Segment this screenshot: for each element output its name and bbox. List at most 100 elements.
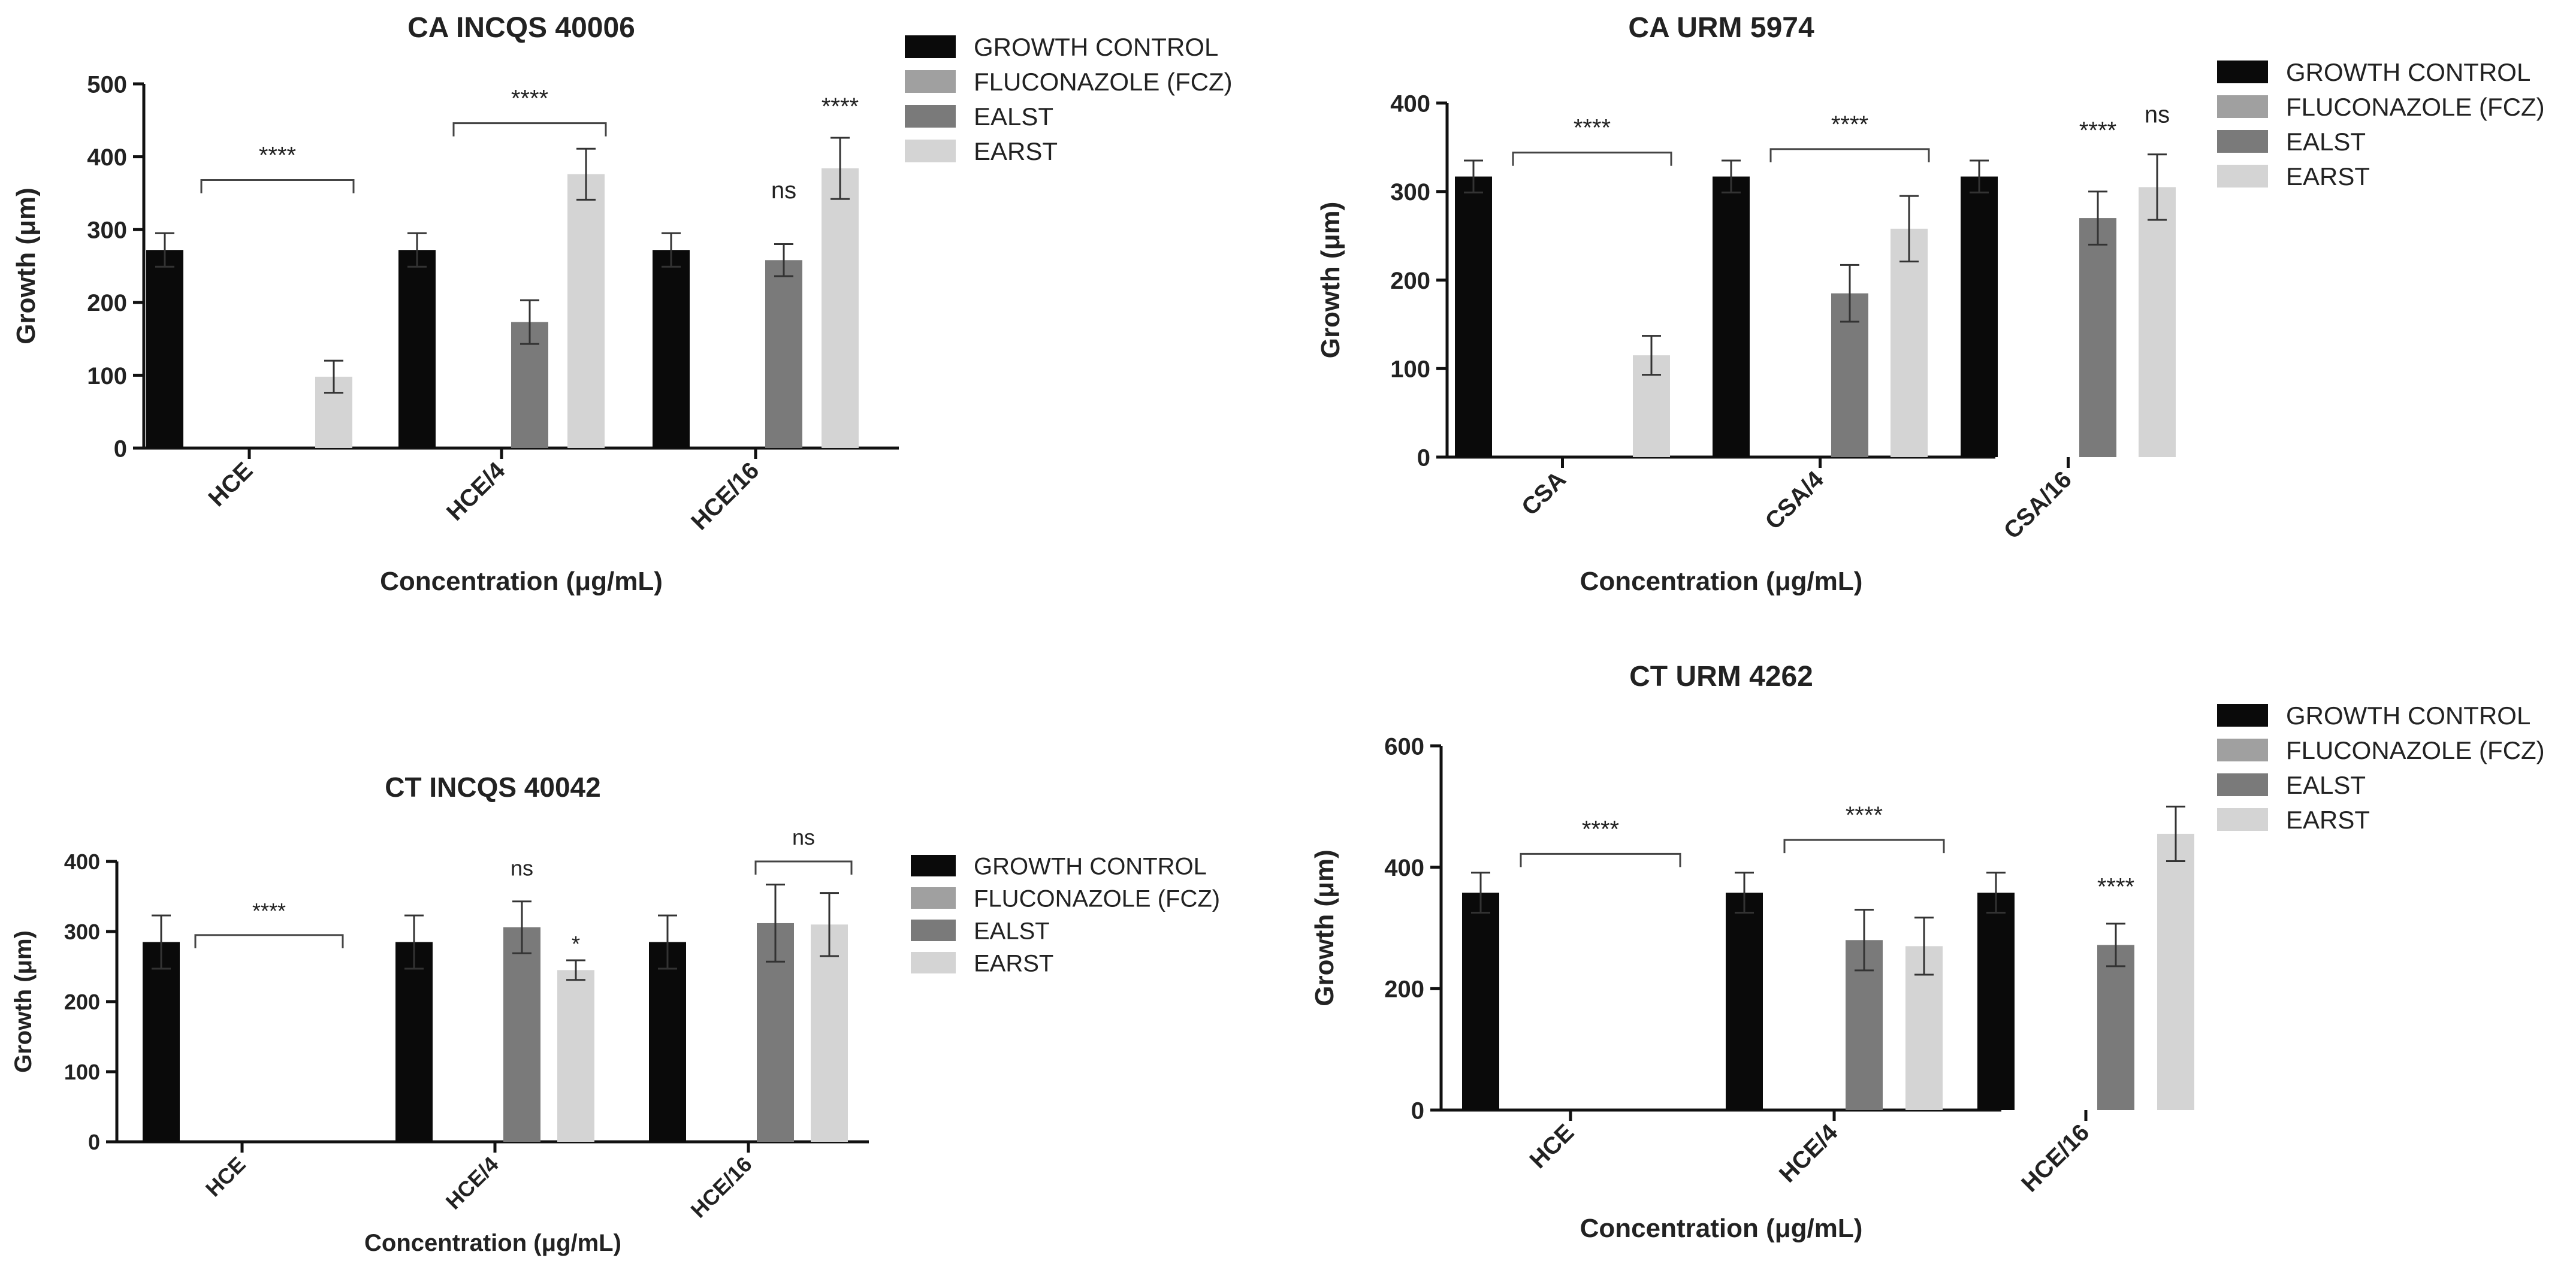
y-tick-label: 100 — [87, 363, 127, 389]
y-tick-label: 200 — [64, 990, 100, 1014]
bar — [146, 250, 183, 448]
bar — [2079, 218, 2116, 457]
y-tick-label: 400 — [1390, 90, 1430, 117]
x-axis-label: Concentration (μg/mL) — [364, 1230, 621, 1256]
x-tick-label: HCE/4 — [441, 1152, 503, 1214]
significance-bracket — [1769, 148, 1930, 162]
legend-label: FLUCONAZOLE (FCZ) — [974, 68, 1233, 96]
chart-title: CT URM 4262 — [1629, 661, 1813, 693]
bar — [649, 942, 686, 1142]
significance-label: **** — [2097, 873, 2134, 900]
bar — [557, 970, 594, 1142]
legend: GROWTH CONTROL FLUCONAZOLE (FCZ) EALST EARS… — [905, 33, 1233, 165]
x-tick-label: CSA/16 — [1999, 466, 2077, 544]
significance-label: **** — [1846, 802, 1883, 828]
significance-bracket — [1783, 839, 1945, 854]
bar — [653, 250, 690, 448]
y-tick-label: 100 — [64, 1060, 100, 1084]
legend-label: FLUCONAZOLE (FCZ) — [2286, 93, 2545, 121]
legend-label: EARST — [2286, 806, 2370, 834]
y-tick-label: 400 — [1384, 855, 1424, 881]
chart-panel-1: CA INCQS 40006 0 100 200 300 400 500 Growth (μm… — [11, 12, 1233, 596]
bar — [765, 260, 802, 448]
legend: GROWTH CONTROL FLUCONAZOLE (FCZ) EALST EARS… — [2217, 58, 2545, 191]
x-tick-label: CSA — [1517, 466, 1571, 521]
x-tick-label: HCE/16 — [686, 457, 764, 535]
legend-swatch — [911, 920, 956, 941]
significance-bracket — [194, 934, 344, 948]
legend-swatch — [911, 887, 956, 909]
bar — [1462, 893, 1499, 1110]
significance-label: ns — [511, 855, 533, 880]
chart-title: CA INCQS 40006 — [407, 12, 635, 44]
significance-label: ns — [2145, 102, 2170, 128]
x-tick-label: HCE/4 — [1774, 1119, 1843, 1188]
y-axis-label: Growth (μm) — [1316, 202, 1345, 359]
y-tick-label: 300 — [1390, 179, 1430, 205]
y-axis-label: Growth (μm) — [10, 930, 37, 1073]
legend-label: EARST — [974, 950, 1053, 976]
bar — [1977, 893, 2015, 1110]
significance-label: **** — [1574, 115, 1611, 141]
chart-panel-4: CT URM 4262 0 200 400 600 Growth (μm) Concentr… — [1310, 661, 2545, 1243]
legend-swatch — [905, 70, 956, 93]
legend-label: GROWTH CONTROL — [974, 33, 1218, 61]
legend-label: EALST — [974, 918, 1050, 944]
chart-title: CA URM 5974 — [1628, 12, 1814, 44]
y-tick-label: 400 — [87, 144, 127, 171]
y-tick-label: 200 — [87, 290, 127, 316]
bar — [2157, 833, 2194, 1110]
legend: GROWTH CONTROL FLUCONAZOLE (FCZ) EALST EARS… — [911, 853, 1220, 976]
chart-panel-2: CA URM 5974 0 100 200 300 400 Growth (μm) Conce… — [1316, 12, 2545, 596]
y-tick-label: 0 — [114, 436, 127, 462]
legend-swatch — [2217, 739, 2268, 761]
significance-bracket — [1520, 852, 1681, 867]
legend-label: EALST — [974, 102, 1053, 131]
legend-swatch — [911, 855, 956, 876]
bar — [1961, 176, 1998, 457]
x-tick-label: HCE/16 — [686, 1152, 757, 1223]
significance-label: **** — [252, 899, 286, 923]
legend-label: GROWTH CONTROL — [2286, 58, 2530, 86]
y-axis-label: Growth (μm) — [1310, 849, 1339, 1006]
significance-label: **** — [822, 93, 859, 120]
legend-swatch — [911, 952, 956, 973]
legend-label: FLUCONAZOLE (FCZ) — [974, 885, 1220, 912]
x-tick-label: HCE — [201, 1152, 250, 1202]
y-tick-label: 0 — [1417, 445, 1430, 471]
y-tick-label: 600 — [1384, 733, 1424, 760]
y-tick-label: 200 — [1390, 268, 1430, 294]
legend-swatch — [2217, 773, 2268, 796]
bar — [1726, 893, 1763, 1110]
significance-label: ns — [771, 177, 796, 204]
legend-swatch — [2217, 704, 2268, 727]
bar — [811, 924, 848, 1142]
y-tick-label: 500 — [87, 71, 127, 98]
bar — [567, 174, 605, 448]
x-tick-label: HCE/16 — [2016, 1119, 2094, 1197]
significance-label: **** — [1831, 111, 1868, 138]
x-tick-label: HCE/4 — [442, 457, 511, 526]
legend-swatch — [2217, 61, 2268, 83]
bar — [1713, 176, 1750, 457]
y-tick-label: 0 — [1411, 1097, 1424, 1124]
legend-label: GROWTH CONTROL — [974, 853, 1207, 879]
legend-label: GROWTH CONTROL — [2286, 701, 2530, 730]
bar — [395, 942, 433, 1142]
chart-title: CT INCQS 40042 — [385, 772, 600, 803]
bar — [2097, 945, 2134, 1110]
significance-label: ns — [792, 825, 815, 849]
significance-label: * — [572, 932, 580, 956]
significance-bracket — [1512, 152, 1672, 166]
x-tick-label: HCE — [1525, 1119, 1580, 1174]
legend-swatch — [905, 35, 956, 58]
bar — [398, 250, 436, 448]
y-axis-label: Growth (μm) — [11, 188, 41, 344]
legend-label: FLUCONAZOLE (FCZ) — [2286, 736, 2545, 764]
significance-label: **** — [1582, 816, 1619, 842]
y-tick-label: 400 — [64, 849, 100, 874]
significance-bracket — [452, 122, 607, 137]
bar — [143, 942, 180, 1142]
legend-label: EALST — [2286, 128, 2366, 156]
